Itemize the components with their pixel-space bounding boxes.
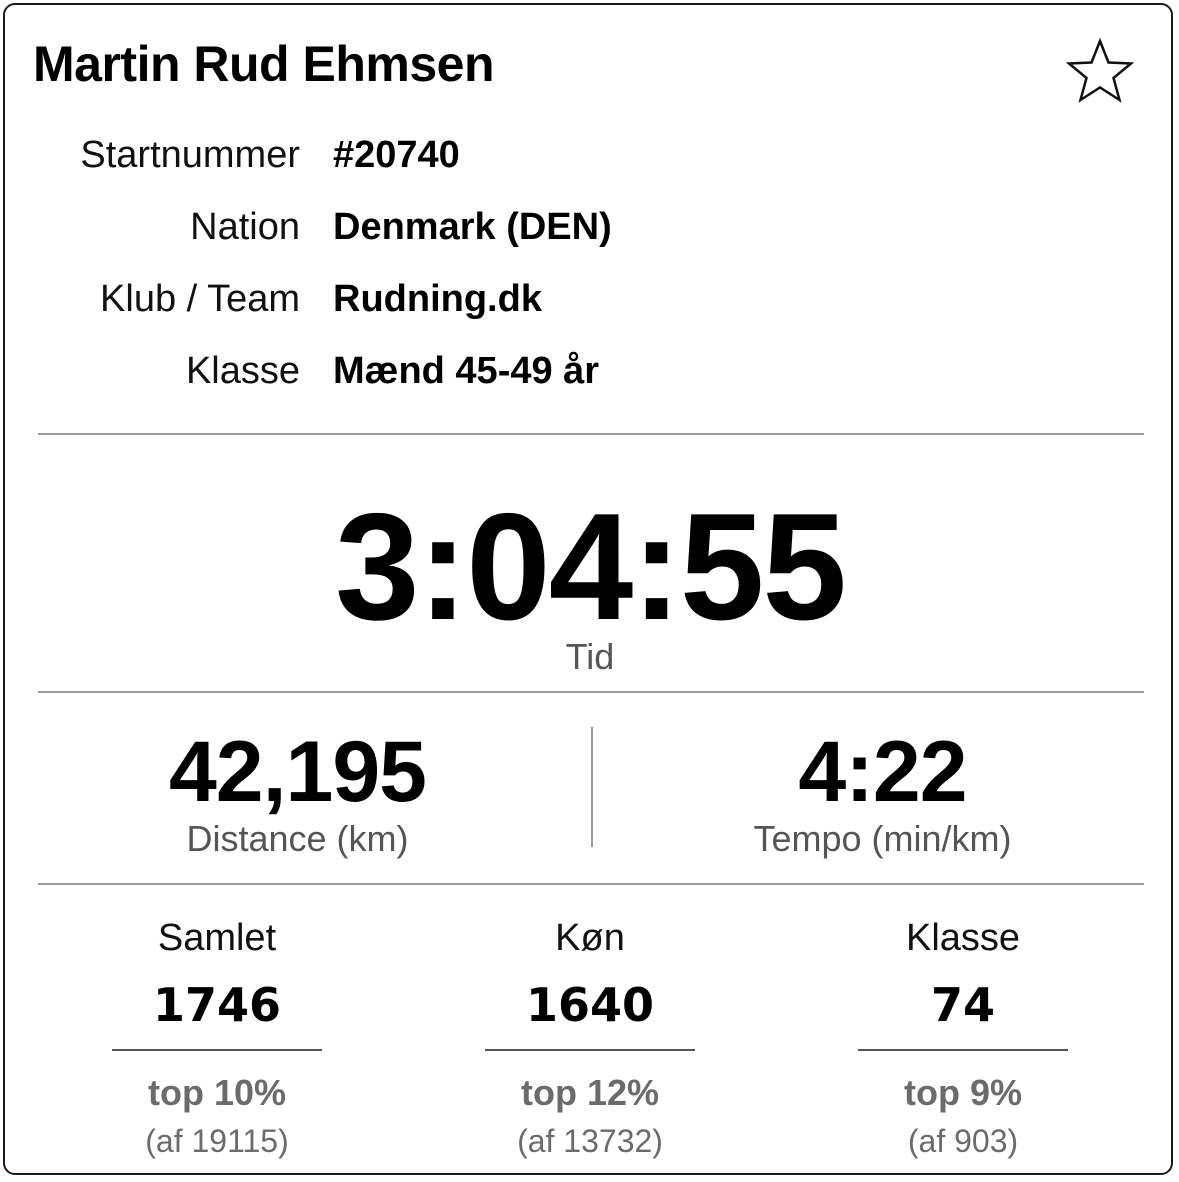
- ranking-top-percent: top 10%: [147, 1072, 287, 1113]
- ranking-total: (af 19115): [145, 1123, 289, 1159]
- vertical-divider: [591, 727, 593, 847]
- info-label: Klub / Team: [100, 278, 300, 320]
- ranking-label: Køn: [555, 917, 625, 959]
- tempo-label: Tempo (min/km): [753, 818, 1012, 859]
- ranking-place: 1746: [152, 978, 282, 1032]
- distance-stat: 42,195 Distance (km): [5, 727, 590, 861]
- info-row-nation: Nation Denmark (DEN): [5, 202, 1175, 252]
- info-value: #20740: [333, 134, 460, 176]
- ranking-label: Samlet: [157, 917, 277, 959]
- ranking-total: (af 13732): [517, 1123, 663, 1159]
- divider: [38, 883, 1144, 885]
- ranking-top-percent: top 12%: [520, 1072, 660, 1113]
- ranking-place: 74: [930, 978, 995, 1032]
- ranking-label: Klasse: [905, 917, 1021, 959]
- info-label: Nation: [190, 206, 300, 248]
- info-row-startnummer: Startnummer #20740: [5, 130, 1175, 180]
- finish-time: 3:04:55: [335, 482, 847, 652]
- ranking-place: 1640: [525, 978, 655, 1032]
- ranking-gender: Køn 1640 top 12% (af 13732): [485, 915, 695, 1161]
- ranking-class: Klasse 74 top 9% (af 903): [858, 915, 1068, 1161]
- ranking-top-percent: top 9%: [903, 1072, 1022, 1113]
- info-value: Rudning.dk: [333, 278, 542, 320]
- divider: [38, 433, 1144, 435]
- info-label: Startnummer: [80, 134, 300, 176]
- tempo-value: 4:22: [798, 724, 967, 820]
- ranking-total: (af 903): [907, 1123, 1019, 1159]
- ranking-overall: Samlet 1746 top 10% (af 19115): [112, 915, 322, 1161]
- info-row-club: Klub / Team Rudning.dk: [5, 274, 1175, 324]
- finish-time-label: Tid: [565, 636, 615, 677]
- info-row-class: Klasse Mænd 45-49 år: [5, 346, 1175, 396]
- distance-label: Distance (km): [186, 818, 409, 859]
- athlete-name: Martin Rud Ehmsen: [33, 36, 494, 92]
- info-value: Denmark (DEN): [333, 206, 612, 248]
- distance-value: 42,195: [168, 724, 427, 820]
- star-icon[interactable]: [1065, 37, 1135, 103]
- result-card: Martin Rud Ehmsen Startnummer #20740 Nat…: [3, 3, 1173, 1175]
- info-label: Klasse: [185, 350, 300, 392]
- info-value: Mænd 45-49 år: [333, 350, 600, 392]
- tempo-stat: 4:22 Tempo (min/km): [590, 727, 1175, 861]
- ranking-divider: [485, 1049, 695, 1051]
- ranking-divider: [112, 1049, 322, 1051]
- ranking-divider: [858, 1049, 1068, 1051]
- divider: [38, 691, 1144, 693]
